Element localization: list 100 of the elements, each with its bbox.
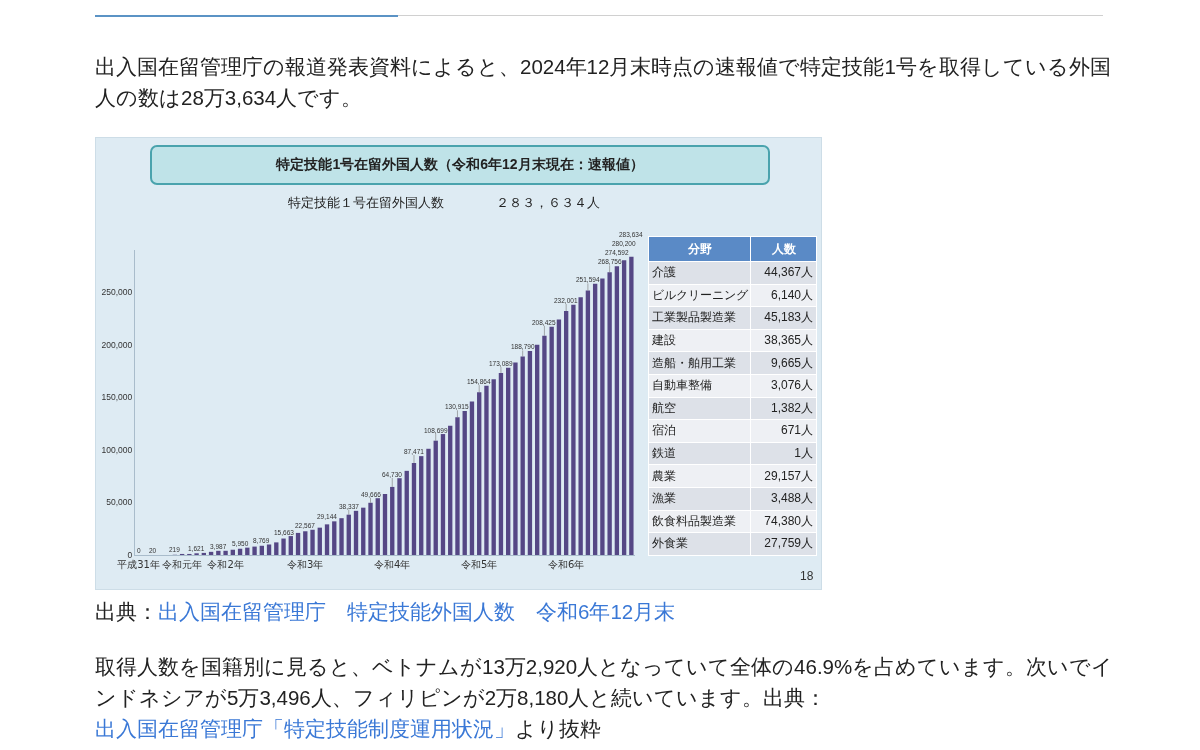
bar [542, 335, 547, 555]
source-note: 出典： [95, 599, 158, 625]
data-label: 671人 [750, 419, 817, 443]
bar [353, 510, 359, 555]
bar [440, 434, 446, 555]
text: 出入国在留管理庁「特定技能制度運用状況」 [95, 716, 515, 742]
category-label: ビルクリーニング [648, 284, 751, 307]
bar [506, 367, 511, 555]
x-tick-label: 令和5年 [461, 559, 498, 570]
data-label: 9,665人 [750, 351, 817, 375]
bar [614, 266, 620, 555]
y-tick-label: 50,000 [106, 497, 133, 508]
bar [448, 425, 453, 555]
data-label: 1人 [750, 442, 817, 465]
bar [288, 536, 293, 555]
category-label: 自動車整備 [648, 374, 751, 398]
bar [520, 356, 525, 555]
category-label: 介護 [648, 261, 751, 285]
data-label: 44,367人 [750, 261, 817, 285]
bar [274, 542, 279, 555]
bar [621, 260, 627, 555]
bar [462, 410, 467, 555]
bar [368, 502, 373, 555]
chart-subtitle: 特定技能１号在留外国人数 ２８３，６３４人 [288, 194, 600, 212]
bar [310, 529, 315, 555]
x-tick-label: 令和4年 [374, 559, 411, 570]
bar [266, 544, 272, 555]
category-label: 宿泊 [648, 419, 751, 443]
bar [535, 344, 540, 555]
bar [223, 550, 228, 555]
bar [259, 545, 264, 555]
bar [397, 478, 402, 555]
y-tick-label: 250,000 [101, 287, 133, 298]
bar [382, 494, 388, 555]
data-label: 29,157人 [750, 464, 817, 488]
x-tick-label: 令和2年 [207, 559, 244, 570]
bar [332, 521, 337, 555]
bar [491, 379, 496, 555]
y-tick-label: 0 [127, 549, 133, 560]
bar [361, 507, 366, 555]
bar [317, 527, 322, 555]
data-label: 6,140人 [750, 284, 817, 307]
text: 人数 [750, 236, 817, 262]
bar [513, 362, 518, 555]
bar [600, 278, 605, 555]
bar [498, 372, 504, 555]
bar [556, 319, 562, 555]
data-label: 74,380人 [750, 510, 817, 533]
bar [216, 550, 221, 555]
bar [455, 417, 460, 555]
data-label: 45,183人 [750, 306, 817, 330]
bar [527, 350, 533, 555]
category-label: 外食業 [648, 532, 751, 556]
bar [477, 392, 482, 555]
data-label: 38,365人 [750, 329, 817, 352]
category-label: 飲食料品製造業 [648, 510, 751, 533]
data-label: 27,759人 [750, 532, 817, 556]
bar [469, 401, 475, 555]
bar [433, 440, 438, 555]
data-label: 3,488人 [750, 487, 817, 511]
bar [339, 518, 344, 555]
bar [484, 385, 489, 555]
bar [629, 256, 634, 555]
text: 18 [800, 569, 814, 583]
category-label: 鉄道 [648, 442, 751, 465]
bar [390, 486, 395, 555]
data-label: 3,076人 [750, 374, 817, 398]
data-label: 1,382人 [750, 397, 817, 420]
bar [419, 456, 424, 555]
bar [592, 283, 598, 555]
bar [578, 297, 583, 555]
bar [426, 448, 431, 555]
category-label: 建設 [648, 329, 751, 352]
text: 出入国在留管理庁の報道発表資料によると、2024年12月末時点の速報値で特定技能1号を取得している外国人の数は28万3,634人です。 [95, 54, 1112, 111]
bar [375, 498, 380, 555]
bar [549, 326, 554, 555]
category-label: 工業製品製造業 [648, 306, 751, 330]
y-tick-label: 200,000 [101, 339, 133, 350]
x-tick-label: 令和3年 [287, 559, 324, 570]
bar [607, 272, 612, 555]
text: 出入国在留管理庁 特定技能外国人数 令和6年12月末 [158, 599, 676, 625]
category-label: 航空 [648, 397, 751, 420]
text: 分野 [648, 236, 751, 262]
chart-title: 特定技能1号在留外国人数（令和6年12月末現在：速報値） [150, 145, 770, 185]
bar [295, 532, 301, 555]
text: 取得人数を国籍別に見ると、ベトナムが13万2,920人となっていて全体の46.9%を占めています。次いでインドネシアが5万3,496人、フィリピンが2万8,180人と続いています。出典： [95, 654, 1115, 711]
y-tick-label: 100,000 [101, 444, 133, 455]
category-label: 漁業 [648, 487, 751, 511]
bar [585, 290, 591, 555]
category-label: 造船・舶用工業 [648, 351, 751, 375]
category-label: 農業 [648, 464, 751, 488]
bar [252, 546, 257, 555]
y-tick-label: 150,000 [101, 392, 133, 403]
bar [571, 304, 576, 555]
text: より抜粋 [515, 716, 601, 742]
bar [404, 470, 409, 555]
bar [563, 311, 569, 555]
x-tick-label: 平成31年 [117, 559, 160, 570]
x-tick-label: 令和6年 [547, 559, 585, 570]
bar [281, 538, 286, 555]
